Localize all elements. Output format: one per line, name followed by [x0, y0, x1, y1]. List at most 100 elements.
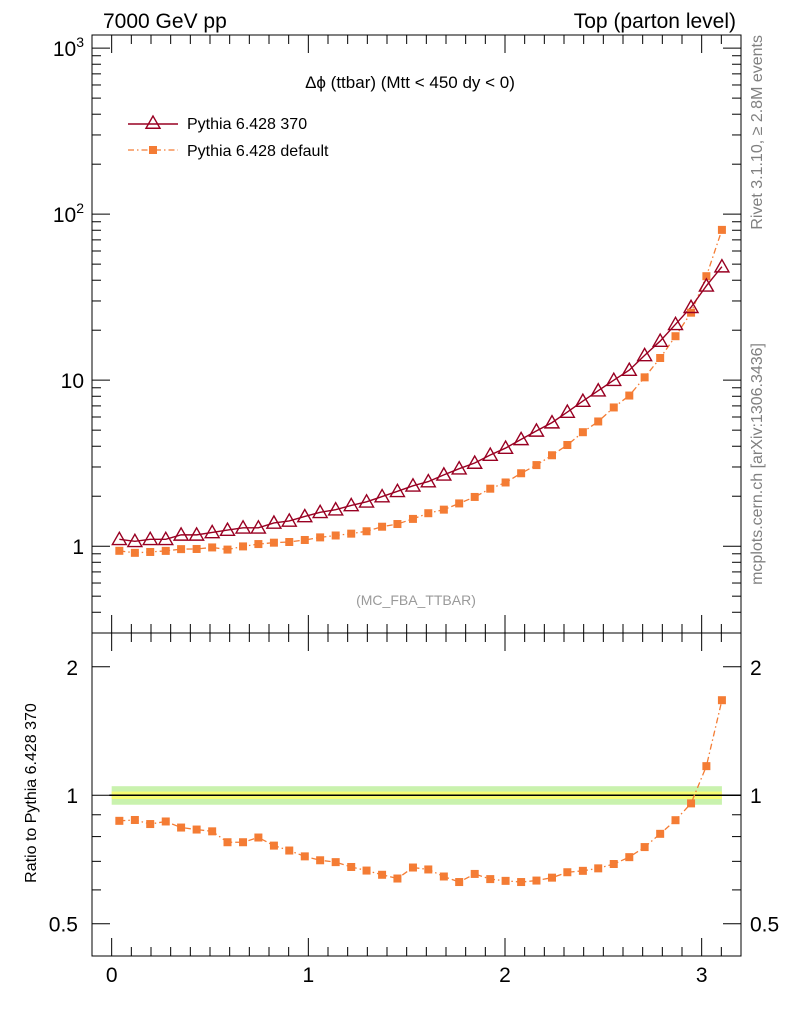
- data-point-pythia-default: [578, 428, 587, 437]
- data-point-pythia-370: [389, 482, 406, 498]
- ratio-point-pythia-default: [285, 846, 294, 855]
- series-line-pythia-370: [119, 266, 723, 543]
- ratio-point-pythia-default: [146, 820, 155, 829]
- data-point-pythia-default: [702, 272, 711, 281]
- ratio-point-pythia-default: [548, 873, 557, 882]
- ratio-series-group: [109, 696, 741, 887]
- y-tick-label: 103: [53, 34, 84, 61]
- ratio-point-pythia-default: [439, 872, 448, 881]
- data-point-pythia-default: [223, 545, 232, 554]
- data-point-pythia-370: [265, 514, 283, 529]
- data-point-pythia-default: [717, 225, 726, 234]
- data-point-pythia-370: [435, 466, 453, 481]
- data-point-pythia-default: [146, 547, 155, 556]
- ratio-point-pythia-default: [470, 869, 479, 878]
- data-point-pythia-default: [594, 417, 603, 426]
- data-point-pythia-default: [208, 543, 217, 552]
- x-tick-label: 3: [696, 964, 708, 987]
- ratio-point-pythia-default: [501, 876, 510, 885]
- ratio-point-pythia-default: [347, 862, 356, 871]
- data-point-pythia-default: [192, 544, 201, 553]
- ratio-point-pythia-default: [625, 853, 634, 862]
- data-point-pythia-370: [111, 530, 128, 546]
- header-left: 7000 GeV pp: [103, 10, 227, 33]
- data-point-pythia-370: [404, 477, 422, 492]
- ratio-point-pythia-default: [486, 875, 495, 884]
- ratio-y-tick-label-right: 2: [750, 657, 762, 680]
- ratio-line-pythia-default: [119, 700, 723, 883]
- ratio-axis-ticks: [91, 633, 742, 956]
- data-point-pythia-370: [420, 473, 437, 488]
- data-point-pythia-370: [327, 501, 344, 516]
- data-point-pythia-370: [559, 403, 576, 418]
- data-point-pythia-370: [482, 446, 499, 462]
- ratio-point-pythia-default: [656, 829, 665, 838]
- y-tick-label: 102: [53, 200, 84, 227]
- x-tick-label: 1: [302, 964, 314, 987]
- data-point-pythia-default: [254, 540, 263, 549]
- legend-marker-pythia-default: [149, 146, 157, 154]
- ratio-plot-frame: [91, 632, 742, 957]
- data-point-pythia-default: [347, 529, 356, 538]
- ratio-y-tick-label: 1: [66, 785, 78, 808]
- chart-title: Δϕ (ttbar) (Mtt < 450 dy < 0): [305, 73, 515, 92]
- data-point-pythia-370: [219, 521, 236, 537]
- data-point-pythia-default: [316, 533, 325, 542]
- rivet-version-label: Rivet 3.1.10, ≥ 2.8M events: [749, 35, 766, 230]
- legend-label-pythia-370: Pythia 6.428 370: [187, 116, 307, 133]
- data-point-pythia-default: [532, 461, 541, 470]
- data-point-pythia-default: [656, 354, 665, 363]
- ratio-point-pythia-default: [269, 841, 278, 850]
- data-point-pythia-default: [470, 492, 479, 501]
- ratio-point-pythia-default: [378, 870, 387, 879]
- ratio-y-tick-label: 2: [66, 657, 78, 680]
- data-point-pythia-default: [501, 478, 510, 487]
- data-point-pythia-370: [234, 519, 252, 534]
- data-point-pythia-370: [682, 298, 700, 314]
- ratio-point-pythia-default: [192, 825, 201, 834]
- x-tick-labels: 0 1 2 3: [106, 964, 708, 987]
- data-point-pythia-default: [239, 542, 248, 551]
- ratio-point-pythia-default: [316, 856, 325, 865]
- data-point-pythia-370: [651, 332, 669, 348]
- legend-markers: [128, 114, 178, 154]
- ratio-y-tick-label: 0.5: [49, 914, 78, 937]
- ratio-panel: 0.5 0.5 1 1 2 2 0 1 2 3 Ratio to Pythia 6.428 37…: [23, 632, 779, 987]
- ratio-point-pythia-default: [671, 816, 680, 825]
- data-point-pythia-370: [698, 277, 715, 292]
- data-point-pythia-default: [130, 548, 139, 557]
- data-point-pythia-370: [373, 488, 391, 503]
- data-point-pythia-default: [378, 522, 387, 531]
- ratio-point-pythia-default: [594, 864, 603, 873]
- data-point-pythia-default: [517, 469, 526, 478]
- mcplots-citation: mcplots.cern.ch [arXiv:1306.3436]: [749, 343, 766, 585]
- ratio-point-pythia-default: [455, 878, 464, 887]
- data-point-pythia-370: [466, 454, 483, 469]
- data-point-pythia-370: [590, 382, 607, 397]
- data-point-pythia-370: [157, 530, 174, 546]
- ratio-point-pythia-default: [609, 860, 618, 869]
- data-point-pythia-default: [393, 520, 402, 529]
- data-point-pythia-default: [548, 451, 557, 460]
- data-point-pythia-370: [528, 422, 545, 437]
- ratio-point-pythia-default: [208, 827, 217, 836]
- data-point-pythia-default: [424, 509, 433, 518]
- data-point-pythia-default: [640, 373, 649, 382]
- data-point-pythia-default: [362, 527, 371, 536]
- data-point-pythia-default: [486, 484, 495, 493]
- data-point-pythia-370: [543, 414, 561, 429]
- data-point-pythia-370: [497, 439, 514, 455]
- data-point-pythia-default: [161, 546, 170, 555]
- data-point-pythia-default: [177, 545, 186, 554]
- x-tick-label: 2: [499, 964, 511, 987]
- ratio-point-pythia-default: [161, 817, 170, 826]
- data-point-pythia-default: [115, 546, 124, 555]
- data-point-pythia-default: [625, 391, 634, 400]
- data-point-pythia-370: [605, 371, 622, 387]
- legend-label-pythia-default: Pythia 6.428 default: [187, 143, 329, 160]
- ratio-point-pythia-default: [517, 878, 526, 887]
- ratio-point-pythia-default: [717, 696, 726, 705]
- data-point-pythia-370: [636, 346, 653, 362]
